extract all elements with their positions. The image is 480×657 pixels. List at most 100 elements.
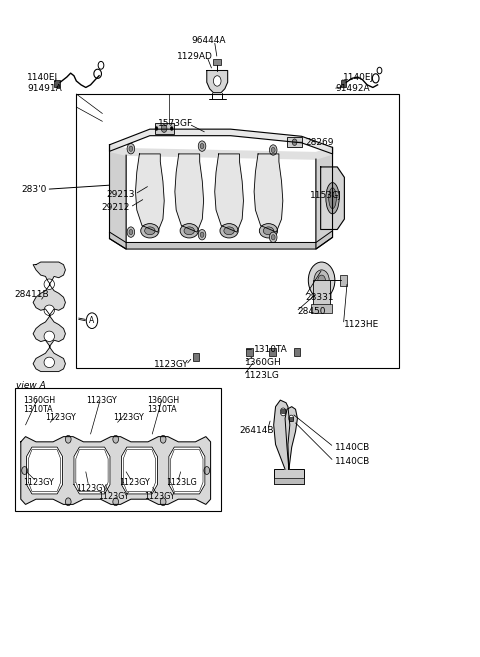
- Polygon shape: [109, 129, 333, 154]
- Ellipse shape: [180, 223, 198, 238]
- Circle shape: [308, 262, 335, 298]
- Polygon shape: [215, 154, 243, 232]
- Text: 28269: 28269: [305, 138, 334, 147]
- Text: 1129AD: 1129AD: [177, 52, 213, 60]
- Polygon shape: [74, 447, 110, 494]
- Circle shape: [271, 235, 275, 240]
- Circle shape: [86, 313, 97, 328]
- Text: 1140EJ: 1140EJ: [27, 72, 59, 81]
- Text: 28450: 28450: [297, 307, 325, 316]
- Text: 1123HE: 1123HE: [344, 320, 380, 329]
- Ellipse shape: [259, 223, 277, 238]
- Text: 1123GY: 1123GY: [119, 478, 150, 487]
- Polygon shape: [21, 437, 211, 505]
- Text: 1153CJ: 1153CJ: [310, 191, 342, 200]
- Bar: [54, 79, 60, 87]
- Polygon shape: [26, 447, 62, 494]
- Circle shape: [155, 127, 158, 131]
- Text: A: A: [89, 316, 95, 325]
- Polygon shape: [33, 262, 65, 371]
- Ellipse shape: [220, 223, 238, 238]
- Circle shape: [113, 498, 119, 506]
- Circle shape: [200, 232, 204, 237]
- Text: 1123GY: 1123GY: [46, 413, 76, 422]
- Circle shape: [127, 227, 135, 237]
- Polygon shape: [175, 154, 204, 232]
- Text: 1123GY: 1123GY: [113, 413, 144, 422]
- Bar: [288, 137, 301, 147]
- Text: 1360GH: 1360GH: [147, 396, 180, 405]
- Text: 1140CB: 1140CB: [335, 457, 370, 466]
- Text: 283'0: 283'0: [22, 185, 47, 194]
- Circle shape: [129, 229, 133, 235]
- Polygon shape: [321, 167, 344, 229]
- Bar: [155, 123, 174, 135]
- Circle shape: [314, 270, 329, 290]
- Bar: [14, 388, 221, 511]
- Circle shape: [280, 408, 286, 416]
- Text: 1123GY: 1123GY: [154, 361, 189, 369]
- Bar: [289, 417, 293, 421]
- Text: 1140EJ: 1140EJ: [343, 72, 374, 81]
- Text: 1123GY: 1123GY: [86, 396, 117, 405]
- Text: 96444A: 96444A: [192, 36, 226, 45]
- Circle shape: [129, 146, 133, 151]
- Bar: [340, 275, 347, 286]
- Circle shape: [377, 67, 382, 74]
- Circle shape: [22, 466, 27, 474]
- Circle shape: [204, 466, 210, 474]
- Text: 1310TA: 1310TA: [147, 405, 177, 414]
- Polygon shape: [169, 447, 205, 494]
- Text: 1310TA: 1310TA: [23, 405, 52, 414]
- Polygon shape: [254, 154, 283, 232]
- Ellipse shape: [144, 227, 155, 235]
- Circle shape: [65, 498, 71, 506]
- Text: 1360GH: 1360GH: [23, 396, 55, 405]
- Text: 26414B: 26414B: [239, 426, 274, 435]
- Text: 1123GY: 1123GY: [76, 484, 107, 493]
- Circle shape: [160, 498, 166, 506]
- Polygon shape: [135, 154, 164, 232]
- Text: 91491A: 91491A: [27, 84, 62, 93]
- Bar: [269, 348, 276, 356]
- Ellipse shape: [224, 227, 234, 235]
- Text: 1123GY: 1123GY: [97, 492, 129, 501]
- Text: 1573GF: 1573GF: [158, 120, 193, 129]
- Bar: [294, 348, 300, 356]
- Bar: [274, 469, 304, 484]
- Polygon shape: [121, 447, 157, 494]
- Ellipse shape: [326, 183, 339, 214]
- Bar: [214, 59, 221, 65]
- Circle shape: [269, 145, 277, 155]
- Ellipse shape: [141, 223, 159, 238]
- Circle shape: [98, 61, 104, 69]
- Bar: [192, 353, 199, 361]
- Text: 1123GY: 1123GY: [144, 492, 175, 501]
- Bar: [281, 409, 285, 413]
- Text: 1123LG: 1123LG: [167, 478, 197, 487]
- Circle shape: [271, 147, 275, 152]
- Circle shape: [198, 229, 206, 240]
- Circle shape: [113, 436, 119, 443]
- Text: view A: view A: [15, 381, 45, 390]
- Polygon shape: [109, 145, 126, 249]
- Text: 29212: 29212: [101, 203, 130, 212]
- Bar: [76, 94, 399, 367]
- Circle shape: [269, 232, 277, 242]
- Text: 1360GH: 1360GH: [245, 358, 281, 367]
- Circle shape: [292, 139, 297, 145]
- Circle shape: [214, 76, 221, 86]
- Circle shape: [200, 143, 204, 148]
- Circle shape: [170, 127, 173, 131]
- Polygon shape: [109, 145, 333, 159]
- Polygon shape: [207, 70, 228, 93]
- Ellipse shape: [44, 331, 55, 342]
- Ellipse shape: [44, 305, 55, 315]
- Ellipse shape: [44, 357, 55, 367]
- Circle shape: [289, 415, 294, 422]
- Bar: [341, 79, 346, 87]
- Text: 1123LG: 1123LG: [245, 371, 280, 380]
- Circle shape: [161, 125, 167, 133]
- Polygon shape: [316, 147, 333, 249]
- Polygon shape: [285, 407, 298, 469]
